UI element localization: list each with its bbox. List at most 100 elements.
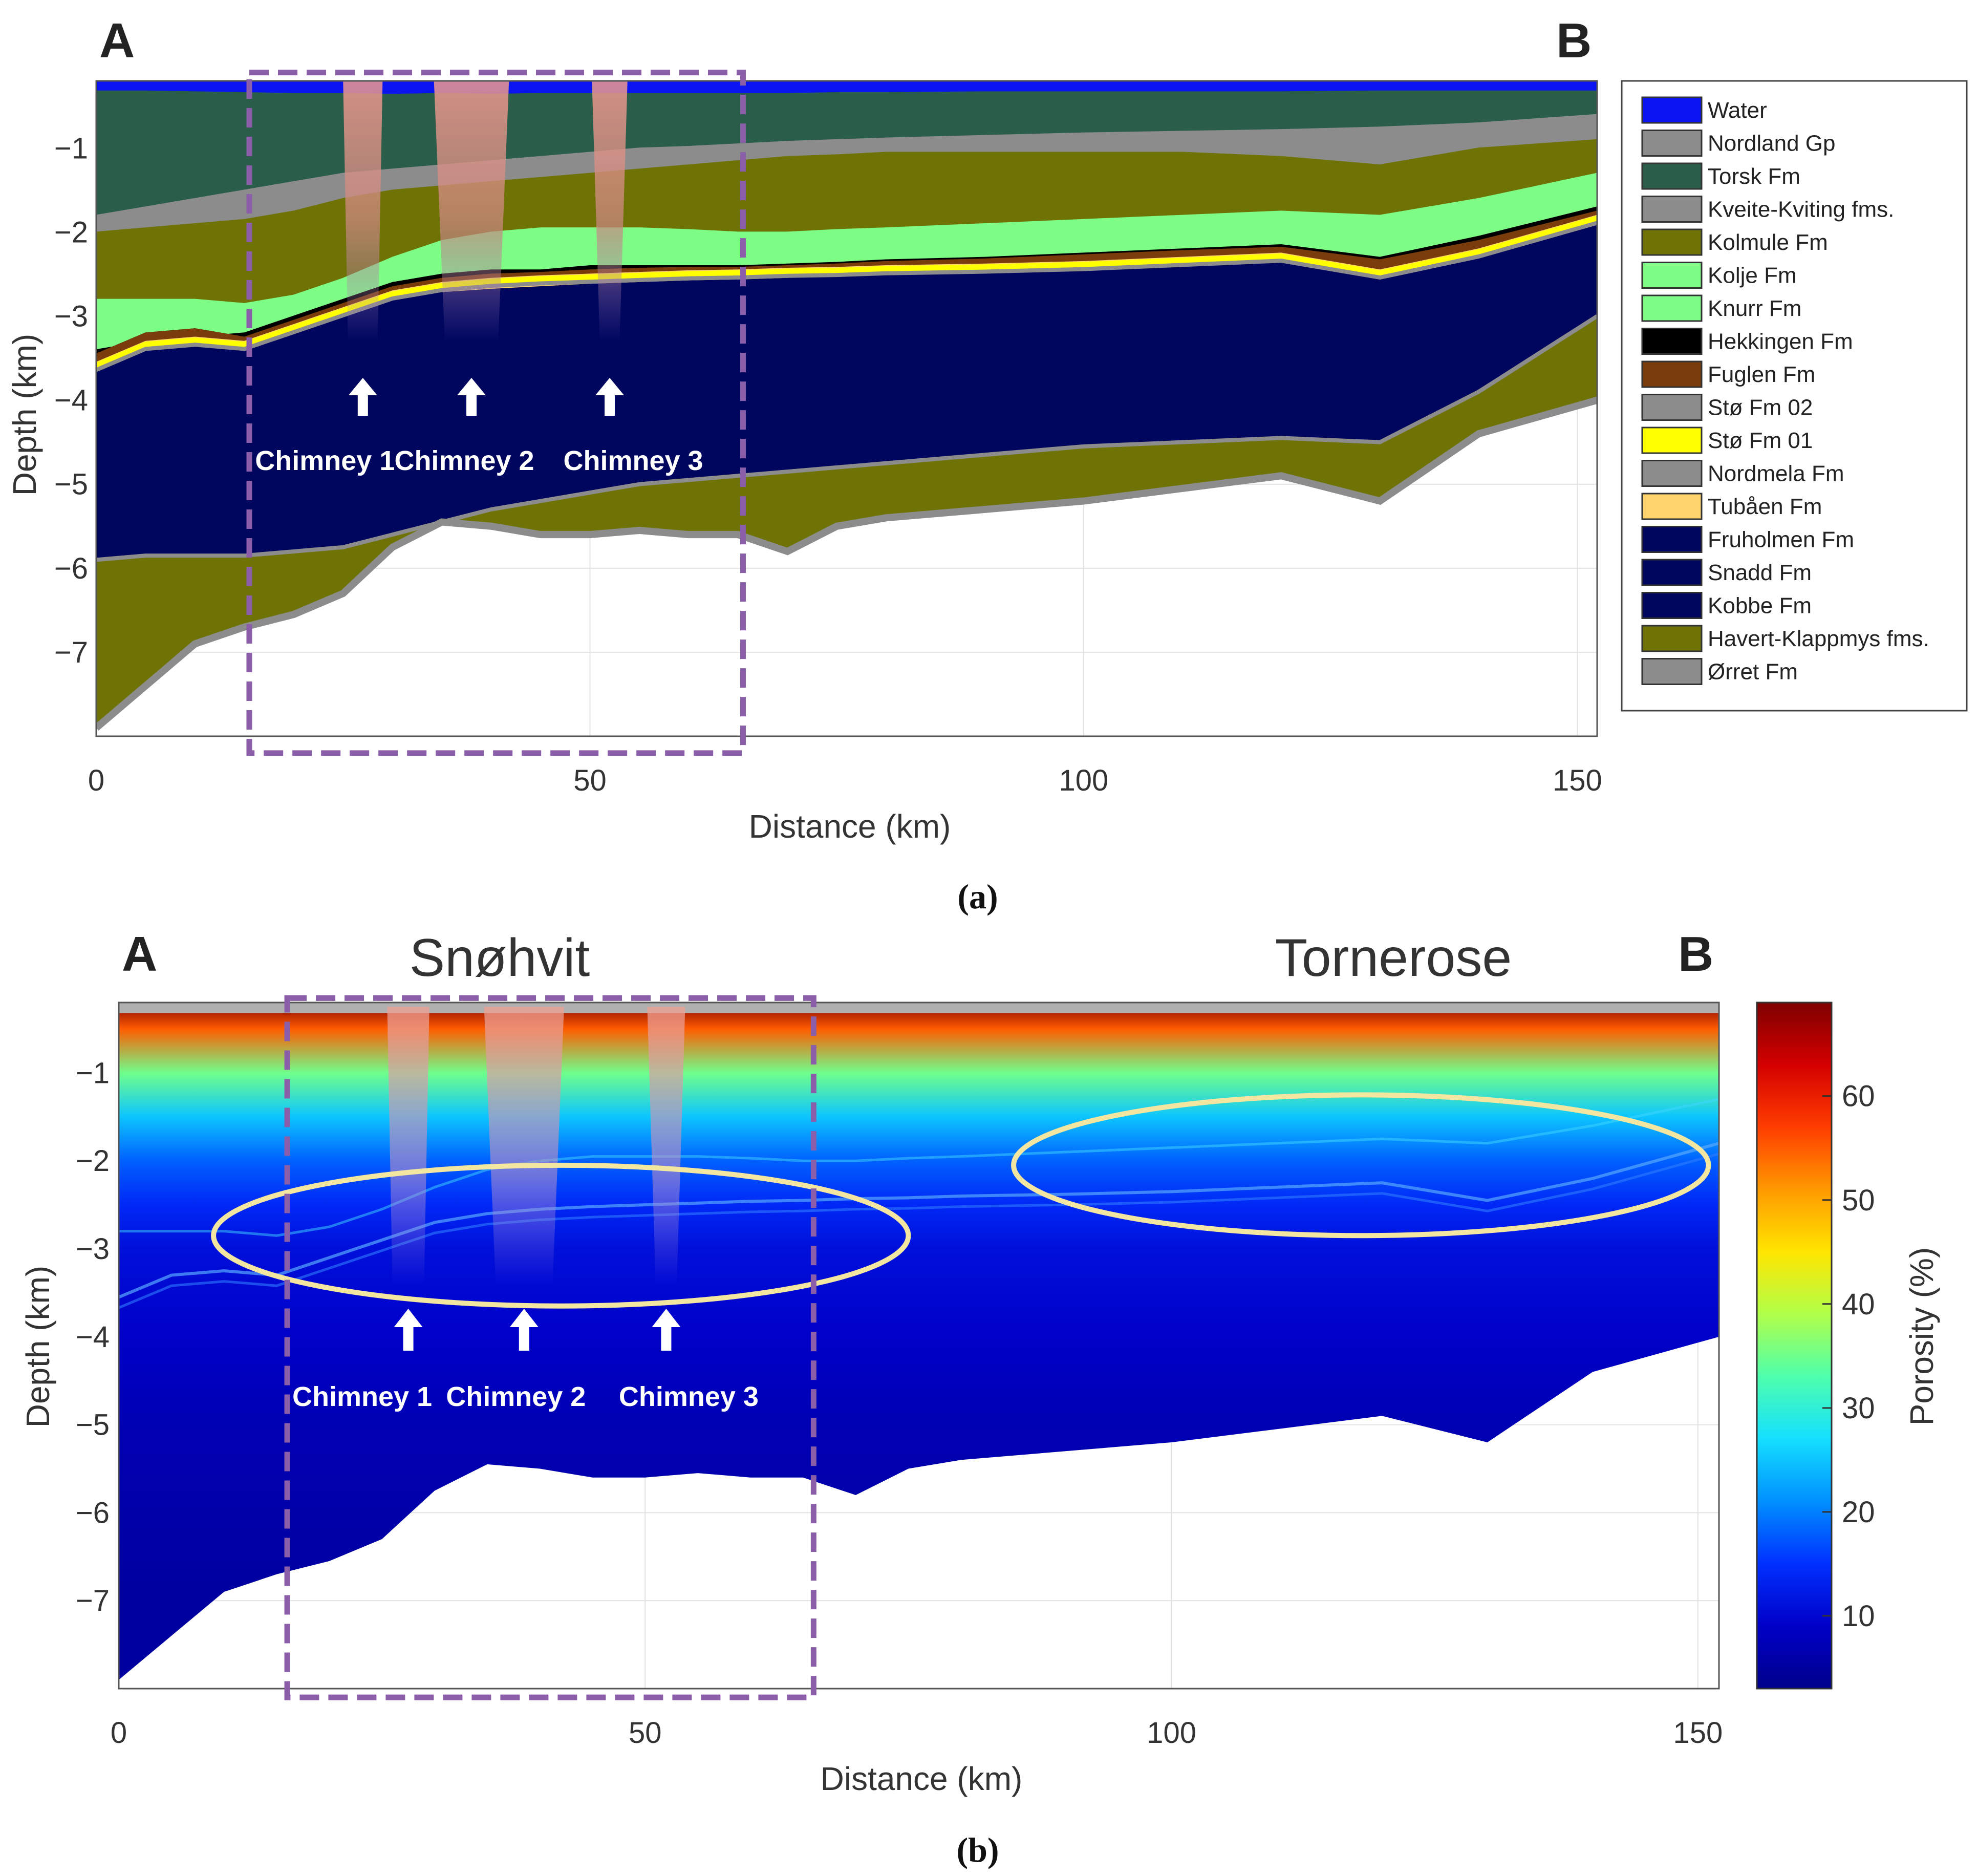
highlight-ellipse: [1011, 1092, 1711, 1239]
legend-label: Torsk Fm: [1708, 164, 1800, 189]
x-tick-label: 0: [88, 764, 104, 797]
chimney-plume: [434, 81, 509, 342]
panel-b-corner-right: B: [1678, 927, 1713, 982]
x-tick-label: 100: [1059, 764, 1109, 797]
legend-swatch: [1641, 658, 1703, 685]
panel-a-corner-right: B: [1556, 13, 1592, 68]
legend-label: Nordmela Fm: [1708, 461, 1844, 486]
reservoir-horizon: [119, 1141, 1719, 1299]
y-tick-label: −1: [76, 1056, 110, 1090]
panel-b-axes-frame: [118, 1001, 1720, 1690]
legend-swatch: [1641, 162, 1703, 190]
panel-a-chimneys: [343, 81, 628, 342]
panel-a-tick-labels: 0 50 100 150 −1 −2 −3 −4 −5 −6 −7: [54, 132, 1602, 797]
colorbar-tick-label: 10: [1842, 1600, 1875, 1633]
colorbar-tick-label: 30: [1842, 1392, 1875, 1425]
legend-label: Snadd Fm: [1708, 560, 1812, 585]
x-tick-label: 150: [1553, 764, 1602, 797]
porosity-colorbar: 10 20 30 40 50 60 Porosity (%): [1756, 1001, 1940, 1690]
legend-swatch: [1641, 130, 1703, 157]
colorbar-gradient: [1756, 1001, 1833, 1690]
highlight-ellipse: [211, 1162, 911, 1309]
legend-swatch: [1641, 394, 1703, 421]
up-arrow-icon: [457, 378, 486, 416]
panel-a-caption: (a): [957, 877, 998, 916]
field-name-snohvit: Snøhvit: [410, 928, 590, 988]
colorbar-tick-label: 50: [1842, 1184, 1875, 1217]
legend-swatch: [1641, 460, 1703, 487]
y-tick-label: −4: [54, 384, 88, 417]
panel-b-y-axis-label: Depth (km): [19, 1266, 56, 1428]
y-tick-label: −5: [54, 468, 88, 501]
up-arrow-icon: [652, 1309, 681, 1351]
legend-swatch: [1641, 96, 1703, 124]
layer-nordmela-band: [96, 221, 1597, 372]
y-tick-label: −7: [54, 636, 88, 669]
panel-a-legend: Water Nordland Gp Torsk Fm Kveite-Kviting f…: [1621, 80, 1968, 712]
panel-b-tick-labels: 0 50 100 150 −1 −2 −3 −4 −5 −6 −7: [76, 1056, 1723, 1750]
legend-label: Havert-Klappmys fms.: [1708, 626, 1929, 651]
panel-b-highlight-ellipses: [211, 1092, 1711, 1309]
chimney-label: Chimney 1: [292, 1381, 432, 1412]
legend-swatch: [1641, 328, 1703, 355]
field-name-tornerose: Tornerose: [1275, 928, 1512, 988]
up-arrow-icon: [348, 378, 377, 416]
x-tick-label: 0: [111, 1716, 127, 1750]
legend-label: Hekkingen Fm: [1708, 329, 1853, 354]
panel-b-caption: (b): [956, 1830, 999, 1869]
legend-label: Nordland Gp: [1708, 131, 1835, 156]
legend-swatch: [1641, 360, 1703, 388]
legend-swatch: [1641, 625, 1703, 652]
colorbar-tick-label: 60: [1842, 1080, 1875, 1113]
kolmule-horizon: [119, 1098, 1719, 1237]
panel-a-chimney-arrows: Chimney 1 Chimney 2 Chimney 3: [255, 378, 703, 476]
chimney-label: Chimney 3: [619, 1381, 759, 1412]
colorbar-tick-label: 20: [1842, 1496, 1875, 1529]
legend-label: Fruholmen Fm: [1708, 527, 1854, 552]
legend-label: Fuglen Fm: [1708, 362, 1815, 387]
legend-label: Knurr Fm: [1708, 296, 1801, 321]
x-tick-label: 50: [629, 1716, 662, 1750]
panel-b-plot-area: 0 50 100 150−1−2−3−4−5−6−7 Chimney 1 Chimney…: [76, 995, 1723, 1750]
up-arrow-icon: [509, 1309, 539, 1351]
panel-a-highlight-box: [246, 70, 746, 756]
y-tick-label: −5: [76, 1409, 110, 1442]
panel-b-highlight-box: [284, 995, 816, 1700]
y-tick-label: −1: [54, 132, 88, 165]
legend-label: Stø Fm 01: [1708, 428, 1813, 453]
legend-label: Tubåen Fm: [1708, 494, 1822, 519]
panel-a-plot-area: 0 50 100 150−1−2−3−4−5−6−7 Chimney 1 Chimney…: [54, 70, 1602, 797]
legend-swatch: [1641, 592, 1703, 619]
chimney-label: Chimney 3: [564, 445, 703, 476]
chimney-plume: [647, 1007, 685, 1284]
legend-label: Kolmule Fm: [1708, 230, 1828, 255]
panel-b-x-axis-label: Distance (km): [821, 1760, 1023, 1797]
layer-orret-fm-base: [96, 396, 1597, 731]
colorbar-label: Porosity (%): [1903, 1247, 1940, 1426]
y-tick-label: −3: [54, 300, 88, 333]
up-arrow-icon: [394, 1309, 423, 1351]
y-tick-label: −3: [76, 1232, 110, 1266]
layer-sto-fm-01-band: [96, 216, 1597, 369]
legend-swatch: [1641, 559, 1703, 586]
chimney-plume: [592, 81, 628, 342]
legend-swatch: [1641, 294, 1703, 322]
legend-label: Kolje Fm: [1708, 263, 1797, 288]
legend-swatch: [1641, 427, 1703, 454]
panel-b-corner-left: A: [122, 927, 157, 982]
y-tick-label: −7: [76, 1584, 110, 1617]
reservoir-horizon: [119, 1153, 1719, 1309]
legend-label: Ørret Fm: [1708, 659, 1798, 685]
colorbar-tick-label: 40: [1842, 1288, 1875, 1321]
chimney-plume: [343, 81, 383, 342]
panel-b-chimney-arrows: Chimney 1 Chimney 2 Chimney 3: [292, 1309, 759, 1412]
y-tick-label: −4: [76, 1320, 110, 1354]
panel-a-corner-left: A: [99, 13, 135, 68]
panel-a-y-axis-label: Depth (km): [6, 334, 43, 496]
chimney-label: Chimney 2: [394, 445, 534, 476]
legend-swatch: [1641, 262, 1703, 289]
legend-label: Water: [1708, 98, 1767, 123]
chimney-plume: [387, 1007, 429, 1284]
layer-havert-top-band: [96, 314, 1597, 562]
chimney-plume: [484, 1007, 564, 1284]
